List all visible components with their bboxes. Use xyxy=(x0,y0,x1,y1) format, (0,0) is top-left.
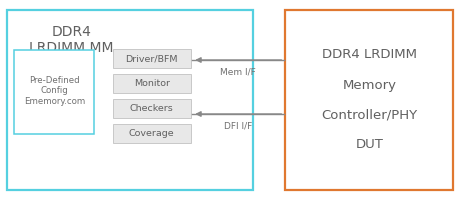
Text: DDR4 LRDIMM

Memory

Controller/PHY

DUT: DDR4 LRDIMM Memory Controller/PHY DUT xyxy=(321,48,416,152)
FancyBboxPatch shape xyxy=(112,124,190,143)
Text: Mem I/F: Mem I/F xyxy=(220,68,256,76)
Text: Coverage: Coverage xyxy=(129,129,174,138)
FancyBboxPatch shape xyxy=(112,99,190,118)
FancyBboxPatch shape xyxy=(7,10,252,190)
Text: DDR4
LRDIMM MM: DDR4 LRDIMM MM xyxy=(29,25,113,55)
FancyBboxPatch shape xyxy=(112,74,190,93)
FancyBboxPatch shape xyxy=(285,10,452,190)
FancyBboxPatch shape xyxy=(112,49,190,68)
Text: Pre-Defined
Config
Ememory.com: Pre-Defined Config Ememory.com xyxy=(23,76,85,106)
Text: Driver/BFM: Driver/BFM xyxy=(125,54,178,63)
Text: DFI I/F: DFI I/F xyxy=(224,121,252,130)
FancyBboxPatch shape xyxy=(14,50,94,134)
Text: Checkers: Checkers xyxy=(129,104,174,113)
Text: Monitor: Monitor xyxy=(134,79,169,88)
